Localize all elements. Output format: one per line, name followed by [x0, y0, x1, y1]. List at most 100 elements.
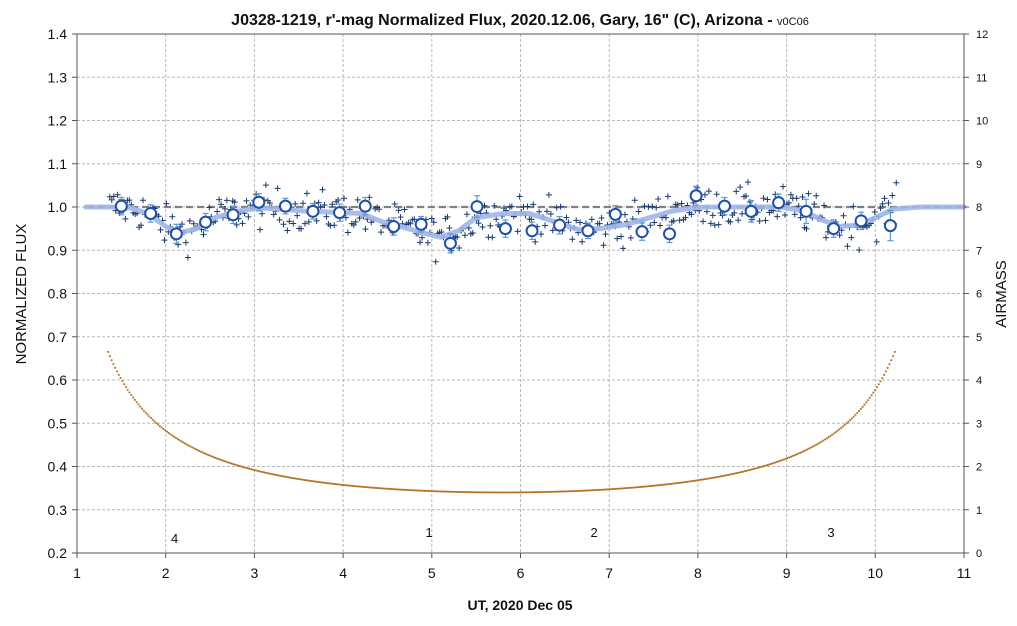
airmass-point — [108, 355, 111, 358]
airmass-point — [432, 490, 435, 493]
airmass-point — [736, 472, 739, 474]
airmass-point — [221, 459, 224, 462]
airmass-point — [527, 491, 530, 494]
airmass-point — [457, 491, 460, 493]
raw-flux-point — [678, 200, 685, 207]
airmass-point — [479, 491, 481, 494]
airmass-point — [430, 490, 433, 493]
airmass-point — [788, 456, 791, 459]
airmass-point — [706, 477, 708, 480]
airmass-point — [611, 488, 614, 491]
airmass-point — [763, 465, 766, 467]
airmass-point — [654, 484, 657, 487]
raw-flux-point — [444, 213, 451, 220]
airmass-point — [325, 482, 328, 484]
raw-flux-point — [676, 217, 683, 224]
raw-flux-point — [179, 221, 186, 228]
airmass-point — [550, 490, 553, 493]
airmass-point — [239, 465, 242, 468]
airmass-point — [218, 458, 220, 461]
airmass-point — [491, 491, 494, 494]
raw-flux-point — [707, 220, 714, 227]
airmass-point — [336, 483, 338, 486]
airmass-point — [280, 475, 283, 477]
airmass-point — [309, 479, 312, 482]
airmass-point — [725, 474, 728, 477]
raw-flux-point — [627, 234, 634, 241]
raw-flux-point — [727, 218, 734, 225]
raw-flux-point — [532, 238, 539, 245]
airmass-point — [777, 460, 780, 463]
raw-flux-point — [543, 208, 550, 215]
airmass-point — [130, 394, 133, 396]
airmass-point — [142, 409, 145, 412]
y2-tick-label: 10 — [976, 116, 988, 128]
airmass-point — [178, 439, 181, 442]
airmass-point — [643, 485, 646, 488]
raw-flux-point — [395, 207, 402, 214]
airmass-point — [387, 487, 390, 490]
binned-point — [414, 217, 428, 231]
y-tick-label: 0.6 — [48, 372, 68, 388]
binned-point — [387, 219, 401, 233]
airmass-point — [552, 490, 555, 493]
airmass-point — [237, 464, 240, 467]
raw-flux-point — [419, 234, 426, 241]
x-tick-label: 1 — [73, 565, 81, 581]
airmass-point — [518, 491, 521, 494]
y-tick-label: 1.1 — [48, 156, 68, 172]
raw-flux-point — [631, 197, 638, 204]
raw-flux-point — [705, 188, 712, 195]
raw-flux-point — [682, 214, 689, 221]
binned-point — [144, 206, 158, 220]
raw-flux-point — [313, 217, 320, 224]
airmass-point — [809, 446, 812, 449]
airmass-point — [534, 491, 537, 494]
airmass-point — [466, 491, 469, 494]
raw-flux-point — [889, 192, 896, 199]
raw-flux-point — [735, 217, 742, 224]
raw-flux-point — [649, 203, 656, 210]
raw-flux-point — [290, 220, 297, 227]
airmass-point — [561, 490, 564, 493]
raw-flux-point — [397, 214, 404, 221]
binned-point — [799, 204, 813, 218]
raw-flux-point — [233, 221, 240, 228]
raw-flux-point — [701, 191, 708, 198]
raw-flux-point — [836, 232, 843, 239]
raw-flux-point — [715, 221, 722, 228]
airmass-point — [886, 367, 889, 369]
raw-flux-point — [489, 234, 496, 241]
airmass-point — [770, 462, 773, 465]
raw-flux-point — [588, 216, 595, 223]
airmass-point — [647, 485, 649, 488]
y-tick-label: 1.3 — [48, 69, 68, 85]
binned-point — [744, 204, 758, 218]
airmass-point — [765, 464, 767, 467]
y2-tick-label: 4 — [976, 375, 982, 387]
airmass-point — [606, 488, 608, 491]
airmass-point — [593, 489, 596, 492]
airmass-point — [353, 485, 356, 488]
raw-flux-point — [362, 226, 369, 233]
airmass-point — [480, 491, 483, 494]
raw-flux-point — [811, 201, 818, 208]
chart-title-version: v0C06 — [777, 16, 809, 28]
airmass-point — [791, 455, 794, 457]
airmass-point — [155, 422, 158, 424]
raw-flux-point — [454, 234, 461, 241]
airmass-point — [521, 491, 524, 494]
airmass-point — [488, 491, 490, 494]
raw-flux-point — [378, 229, 385, 236]
airmass-point — [287, 476, 290, 479]
airmass-point — [450, 490, 453, 493]
raw-flux-point — [138, 222, 145, 229]
raw-flux-point — [569, 236, 576, 243]
binned-point — [169, 227, 183, 241]
raw-flux-point — [579, 238, 586, 245]
airmass-point — [441, 490, 444, 493]
airmass-point — [749, 469, 751, 471]
airmass-point — [344, 484, 347, 487]
raw-flux-point — [200, 231, 207, 238]
